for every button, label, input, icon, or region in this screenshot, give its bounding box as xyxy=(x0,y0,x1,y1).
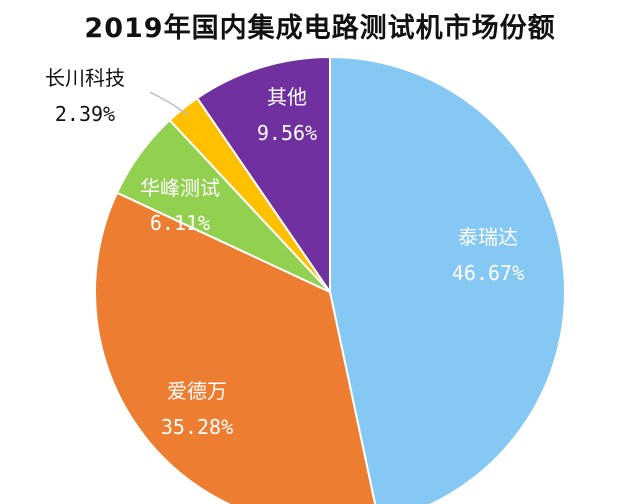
leader-line xyxy=(149,91,189,116)
slice-value-label: 46.67% xyxy=(452,261,524,285)
slice-name-label: 长川科技 xyxy=(45,66,125,90)
pie-slice-0 xyxy=(329,55,567,504)
slice-value-label: 2.39% xyxy=(55,102,115,126)
chart-title: 2019年国内集成电路测试机市场份额 xyxy=(84,13,556,44)
slice-value-label: 9.56% xyxy=(257,121,317,145)
slice-name-label: 爱德万 xyxy=(167,379,227,403)
slice-labels: 泰瑞达 46.67% 爱德万 35.28% 华峰测试 6.11% 长川科技 2.39% 其他 9.… xyxy=(45,66,524,439)
pie-slices xyxy=(94,55,567,504)
slice-value-label: 35.28% xyxy=(161,415,233,439)
pie-slice-4 xyxy=(195,55,331,296)
slice-name-label: 华峰测试 xyxy=(140,176,220,200)
slice-value-label: 6.11% xyxy=(150,211,210,235)
slice-name-label: 泰瑞达 xyxy=(458,225,518,249)
slice-name-label: 其他 xyxy=(267,85,307,109)
pie-slice-1 xyxy=(94,191,377,504)
